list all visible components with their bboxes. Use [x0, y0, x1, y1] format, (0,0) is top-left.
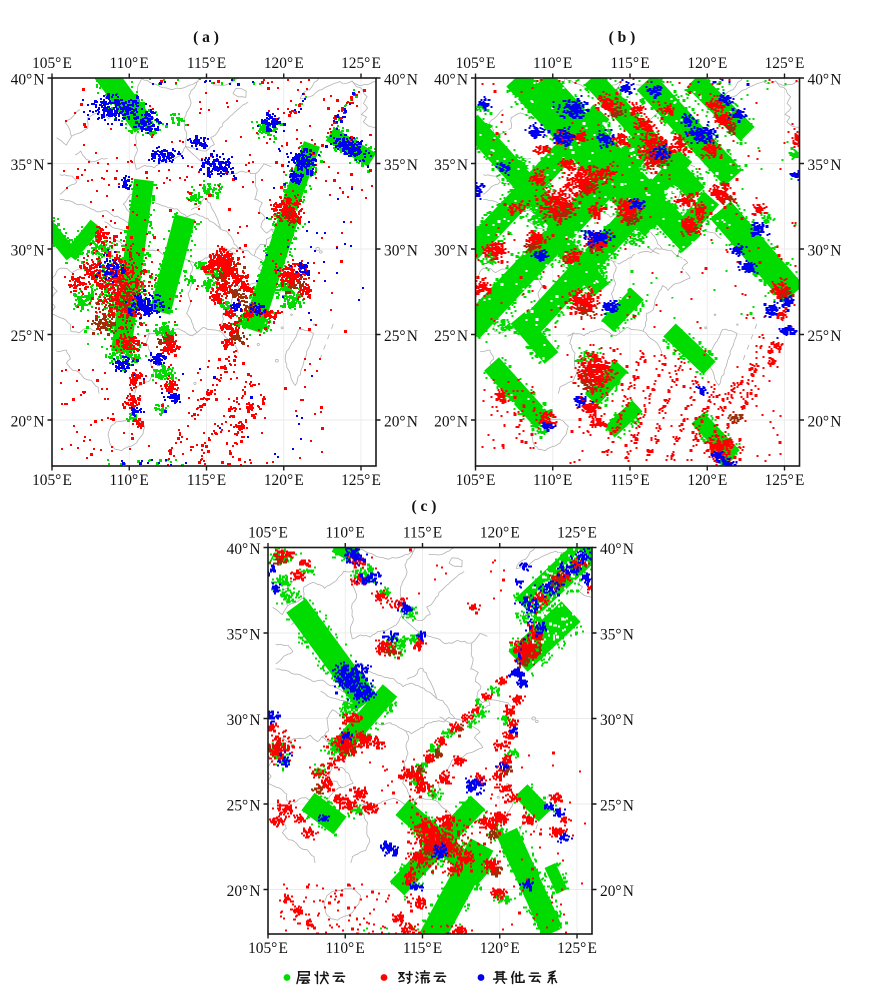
svg-text:120°E: 120°E — [687, 472, 727, 489]
svg-text:30°N: 30°N — [600, 712, 634, 729]
svg-text:( c ): ( c ) — [412, 498, 437, 515]
svg-text:( b ): ( b ) — [609, 29, 636, 46]
svg-text:115°E: 115°E — [187, 55, 226, 72]
svg-text:35°N: 35°N — [600, 627, 634, 644]
svg-text:40°N: 40°N — [11, 72, 45, 89]
svg-text:40°N: 40°N — [600, 541, 634, 558]
svg-text:20°N: 20°N — [600, 883, 634, 900]
svg-text:35°N: 35°N — [11, 157, 45, 174]
svg-text:115°E: 115°E — [187, 472, 226, 489]
svg-text:125°E: 125°E — [765, 472, 805, 489]
svg-text:115°E: 115°E — [610, 55, 649, 72]
svg-text:120°E: 120°E — [264, 55, 304, 72]
svg-text:30°N: 30°N — [384, 243, 418, 260]
svg-text:30°N: 30°N — [434, 243, 468, 260]
svg-text:35°N: 35°N — [808, 157, 842, 174]
svg-text:20°N: 20°N — [808, 414, 842, 431]
svg-text:25°N: 25°N — [11, 328, 45, 345]
svg-text:105°E: 105°E — [456, 55, 496, 72]
svg-text:20°N: 20°N — [11, 414, 45, 431]
svg-text:120°E: 120°E — [687, 55, 727, 72]
svg-text:20°N: 20°N — [227, 883, 261, 900]
svg-text:40°N: 40°N — [434, 72, 468, 89]
svg-text:120°E: 120°E — [480, 525, 520, 542]
svg-text:25°N: 25°N — [808, 328, 842, 345]
svg-text:25°N: 25°N — [434, 328, 468, 345]
svg-text:40°N: 40°N — [227, 541, 261, 558]
svg-text:20°N: 20°N — [384, 414, 418, 431]
svg-text:110°E: 110°E — [326, 525, 365, 542]
svg-text:105°E: 105°E — [248, 525, 288, 542]
svg-text:115°E: 115°E — [403, 940, 442, 957]
svg-text:35°N: 35°N — [434, 157, 468, 174]
svg-text:120°E: 120°E — [264, 472, 304, 489]
svg-text:110°E: 110°E — [110, 55, 149, 72]
svg-text:25°N: 25°N — [384, 328, 418, 345]
svg-text:110°E: 110°E — [533, 55, 572, 72]
svg-text:105°E: 105°E — [456, 472, 496, 489]
svg-text:35°N: 35°N — [384, 157, 418, 174]
svg-text:125°E: 125°E — [557, 525, 597, 542]
svg-text:40°N: 40°N — [808, 72, 842, 89]
svg-text:105°E: 105°E — [32, 55, 72, 72]
svg-text:25°N: 25°N — [600, 798, 634, 815]
svg-text:30°N: 30°N — [11, 243, 45, 260]
svg-text:115°E: 115°E — [403, 525, 442, 542]
svg-text:110°E: 110°E — [326, 940, 365, 957]
svg-text:110°E: 110°E — [533, 472, 572, 489]
svg-text:25°N: 25°N — [227, 798, 261, 815]
svg-text:105°E: 105°E — [248, 940, 288, 957]
svg-text:30°N: 30°N — [808, 243, 842, 260]
svg-text:40°N: 40°N — [384, 72, 418, 89]
svg-text:120°E: 120°E — [480, 940, 520, 957]
svg-text:20°N: 20°N — [434, 414, 468, 431]
svg-text:110°E: 110°E — [110, 472, 149, 489]
svg-text:115°E: 115°E — [610, 472, 649, 489]
svg-text:125°E: 125°E — [341, 472, 381, 489]
svg-text:125°E: 125°E — [341, 55, 381, 72]
svg-text:125°E: 125°E — [557, 940, 597, 957]
svg-text:35°N: 35°N — [227, 627, 261, 644]
svg-text:125°E: 125°E — [765, 55, 805, 72]
svg-text:105°E: 105°E — [32, 472, 72, 489]
svg-text:30°N: 30°N — [227, 712, 261, 729]
svg-text:( a ): ( a ) — [193, 29, 219, 46]
